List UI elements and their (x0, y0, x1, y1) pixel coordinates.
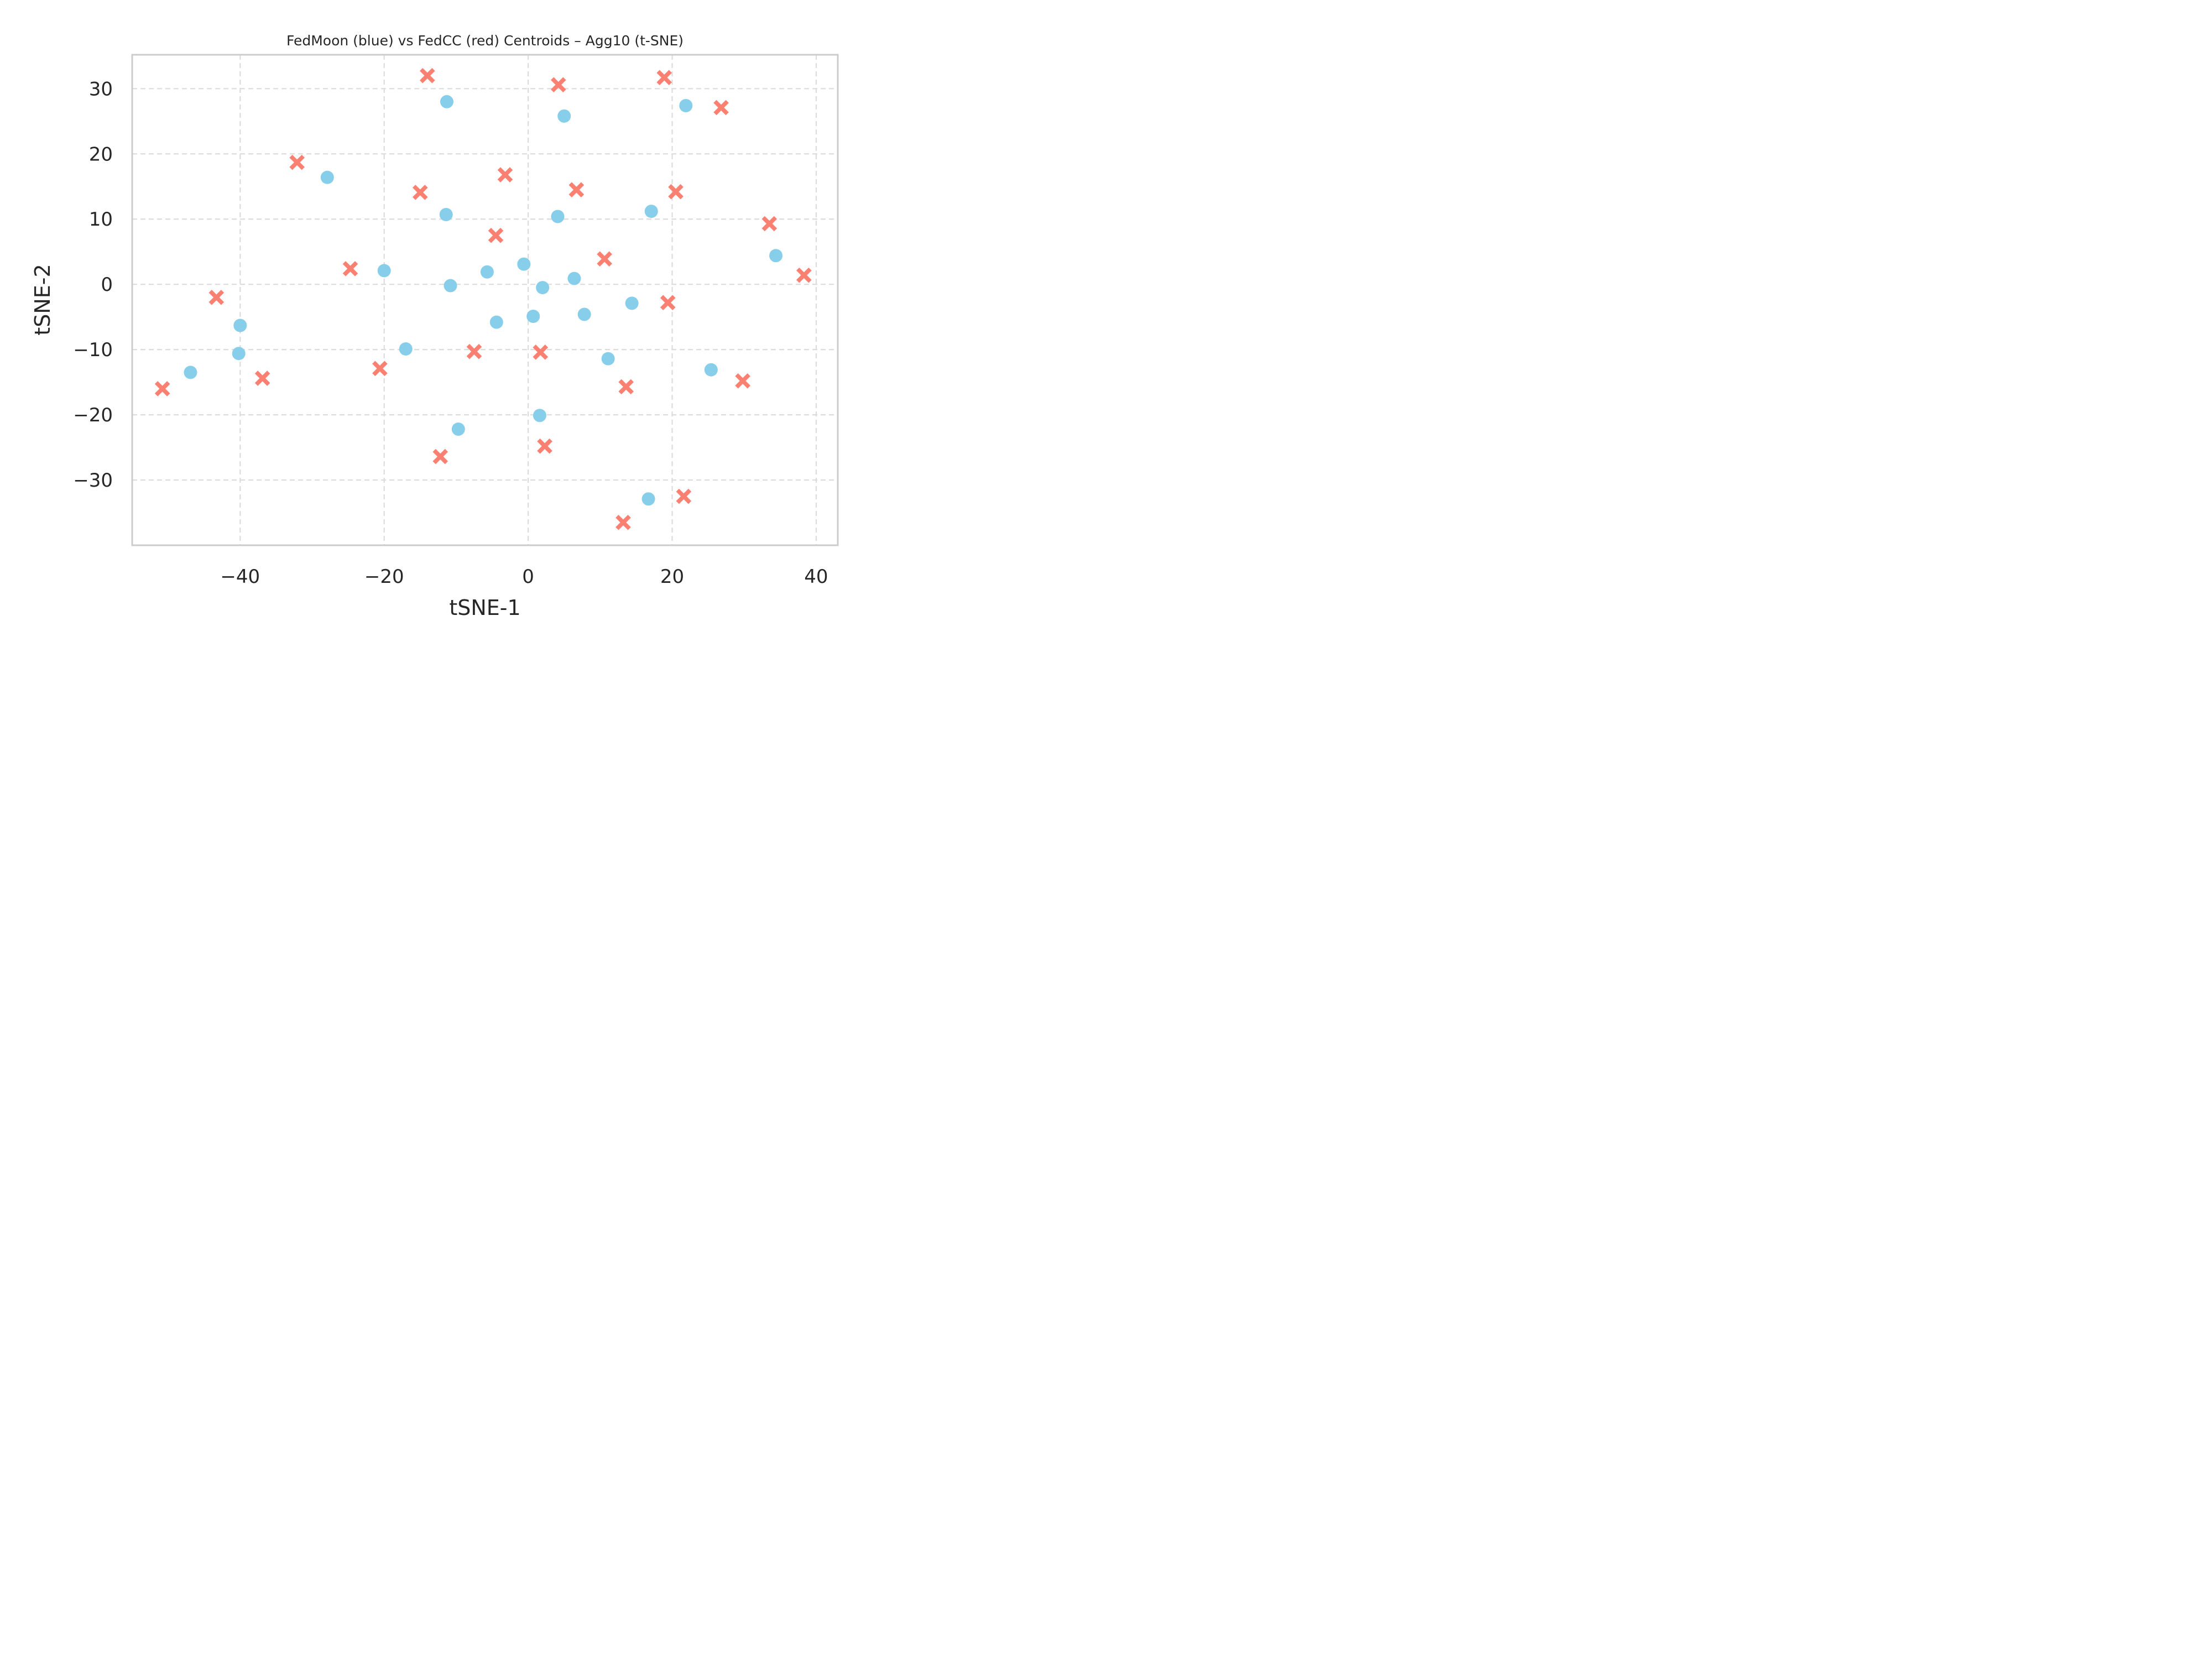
fedmoon-centroid-point (641, 492, 655, 506)
tsne-scatter-chart: −40 −20 0 20 40 −30 −20 −10 0 10 20 30 FedMoon (blu… (0, 0, 865, 644)
y-axis-label: tSNE-2 (30, 264, 55, 335)
fedmoon-centroid-point (679, 99, 693, 113)
fedmoon-centroid-point (551, 210, 565, 223)
fedcc-centroid-point (432, 448, 448, 465)
fedcc-centroid-point (568, 182, 585, 197)
fedmoon-centroid-point (704, 363, 718, 377)
fedcc-centroid-point (735, 373, 750, 389)
fedmoon-centroid-point (769, 249, 783, 263)
x-tick-label: 20 (660, 566, 684, 588)
fedmoon-centroid-point (480, 265, 494, 279)
y-tick-label: −30 (73, 469, 113, 492)
fedcc-centroid-point (154, 381, 170, 397)
fedcc-centroid-point (761, 216, 778, 232)
fedmoon-centroid-point (233, 319, 247, 332)
x-tick-label: −20 (364, 566, 404, 588)
fedmoon-centroid-point (184, 366, 197, 379)
fedmoon-centroid-point (526, 309, 540, 323)
fedcc-centroid-point (254, 371, 270, 386)
fedmoon-centroid-point (577, 307, 591, 321)
y-tick-label: 20 (89, 143, 113, 165)
fedmoon-centroid-point (232, 347, 246, 361)
fedcc-centroid-point (713, 100, 729, 116)
fedmoon-centroid-point (320, 170, 334, 184)
fedmoon-centroid-point (399, 342, 413, 356)
fedcc-centroid-point (551, 77, 566, 93)
fedcc-centroid-point (618, 379, 634, 395)
fedmoon-centroid-point (557, 109, 571, 123)
fedmoon-centroid-point (601, 352, 615, 366)
fedmoon-centroid-point (625, 296, 639, 310)
x-tick-label: 0 (522, 566, 534, 588)
fedcc-centroid-point (660, 295, 676, 311)
fedcc-centroid-point (497, 167, 513, 182)
fedmoon-centroid-point (377, 264, 391, 278)
y-tick-label: −20 (73, 404, 113, 426)
fedmoon-centroid-point (489, 315, 503, 329)
y-tick-label: −10 (73, 339, 113, 361)
fedcc-centroid-point (676, 488, 692, 504)
fedmoon-centroid-point (567, 272, 581, 285)
fedmoon-centroid-point (644, 205, 658, 218)
fedcc-centroid-point (488, 227, 504, 243)
fedmoon-centroid-point (439, 207, 453, 221)
data-points (154, 67, 812, 530)
fedmoon-centroid-point (517, 257, 531, 271)
fedcc-centroid-point (537, 438, 552, 454)
fedcc-centroid-point (208, 289, 225, 305)
fedcc-centroid-point (668, 184, 684, 200)
fedmoon-centroid-point (533, 409, 546, 422)
chart-canvas: −40 −20 0 20 40 −30 −20 −10 0 10 20 30 FedMoon (blu… (30, 33, 839, 620)
fedmoon-centroid-point (451, 422, 465, 436)
fedcc-centroid-point (289, 154, 305, 170)
x-tick-label: 40 (804, 566, 828, 588)
fedcc-centroid-point (656, 70, 672, 86)
fedmoon-centroid-point (440, 95, 453, 108)
fedcc-centroid-point (413, 185, 428, 200)
fedcc-centroid-point (342, 261, 358, 276)
fedcc-centroid-point (796, 267, 812, 283)
y-tick-label: 0 (101, 274, 113, 296)
fedcc-centroid-point (533, 345, 549, 360)
y-tick-label: 30 (89, 78, 113, 100)
fedcc-centroid-point (615, 514, 631, 530)
y-tick-label: 10 (89, 208, 113, 231)
fedcc-centroid-point (597, 251, 612, 267)
fedmoon-centroid-point (536, 281, 550, 295)
fedmoon-centroid-point (444, 279, 457, 293)
x-tick-label: −40 (220, 566, 260, 588)
grid (132, 55, 838, 545)
fedcc-centroid-point (466, 343, 482, 359)
tick-labels: −40 −20 0 20 40 −30 −20 −10 0 10 20 30 (73, 78, 828, 588)
plot-frame (131, 54, 839, 546)
fedcc-centroid-point (372, 361, 388, 377)
x-axis-label: tSNE-1 (449, 596, 520, 620)
fedcc-centroid-point (420, 67, 435, 84)
chart-title: FedMoon (blue) vs FedCC (red) Centroids … (286, 33, 684, 49)
